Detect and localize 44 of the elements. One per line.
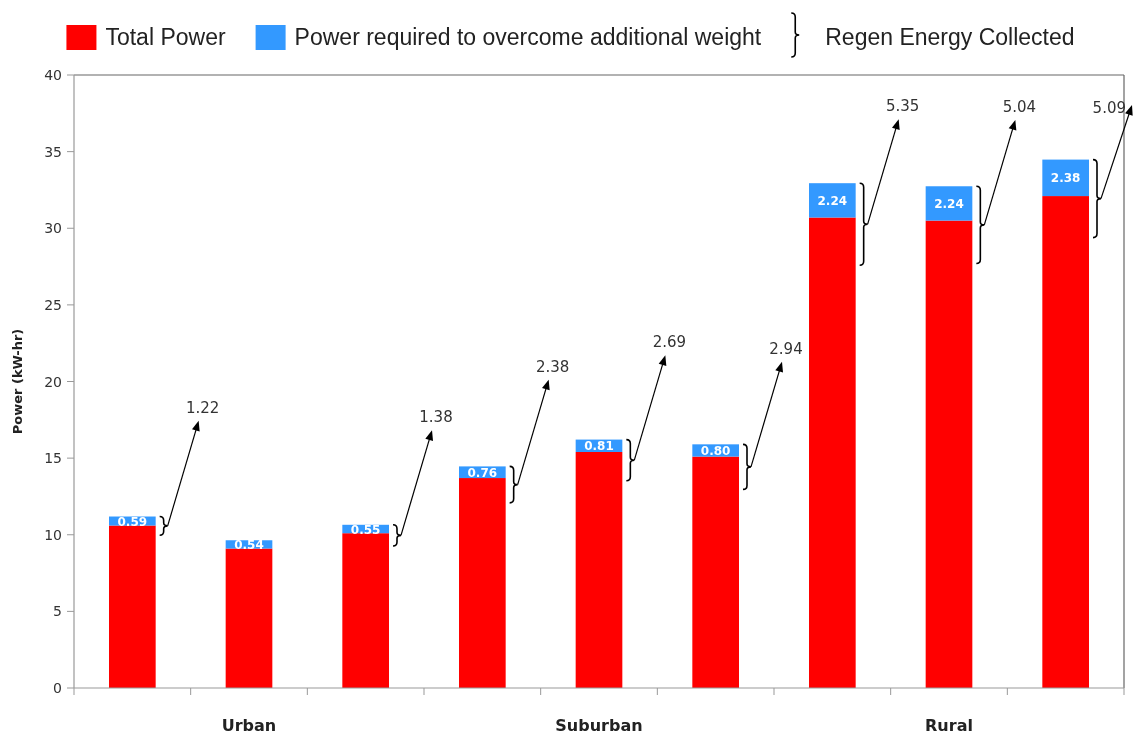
y-tick-label: 15	[44, 450, 62, 467]
y-tick-label: 20	[44, 373, 62, 390]
legend-label: Power required to overcome additional weight	[294, 24, 762, 50]
data-label: 0.54	[234, 537, 264, 552]
text: Regen Energy Collected	[825, 24, 1075, 50]
y-tick-label: 40	[44, 67, 62, 83]
annotation: 2.69	[652, 333, 687, 352]
bar	[925, 186, 973, 221]
y-tick-label: 5	[53, 603, 62, 620]
y-tick-label: 10	[44, 526, 62, 543]
data-label: 2.38	[1050, 171, 1081, 186]
bar	[809, 183, 856, 218]
x-tick-label: Urban	[221, 716, 277, 735]
bar	[342, 533, 389, 688]
data-label: 0.80	[700, 443, 731, 458]
data-label: 0.59	[117, 514, 148, 529]
y-tick-label: 35	[44, 143, 62, 160]
y-tick-label: 0	[53, 680, 62, 696]
bar	[459, 478, 506, 688]
data-label: 2.24	[817, 193, 848, 208]
bar	[575, 452, 623, 688]
annotation: 2.94	[769, 339, 803, 358]
y-tick-label: 25	[44, 296, 62, 313]
data-label: 2.24	[934, 196, 964, 211]
legend-label: Total Power	[105, 24, 226, 50]
y-axis-title: Power (kW-hr)	[10, 328, 25, 435]
data-label: 0.81	[584, 439, 614, 454]
annotation: 5.09	[1092, 99, 1126, 117]
annotation: 1.22	[185, 398, 220, 417]
annotation: 2.38	[535, 357, 570, 376]
bar	[925, 220, 973, 688]
data-label: 0.55	[350, 522, 381, 537]
annotation: 1.38	[419, 408, 453, 427]
bar	[225, 548, 273, 688]
x-tick-label: Rural	[925, 716, 973, 735]
bar	[1042, 196, 1089, 688]
data-label: 0.76	[467, 465, 498, 480]
y-tick-label: 30	[44, 220, 62, 237]
bar	[109, 525, 156, 688]
bar	[692, 456, 739, 688]
annotation: 5.04	[1002, 97, 1037, 116]
bar	[809, 217, 856, 688]
x-tick-label: Suburban	[555, 716, 643, 735]
annotation: 5.35	[885, 97, 920, 116]
